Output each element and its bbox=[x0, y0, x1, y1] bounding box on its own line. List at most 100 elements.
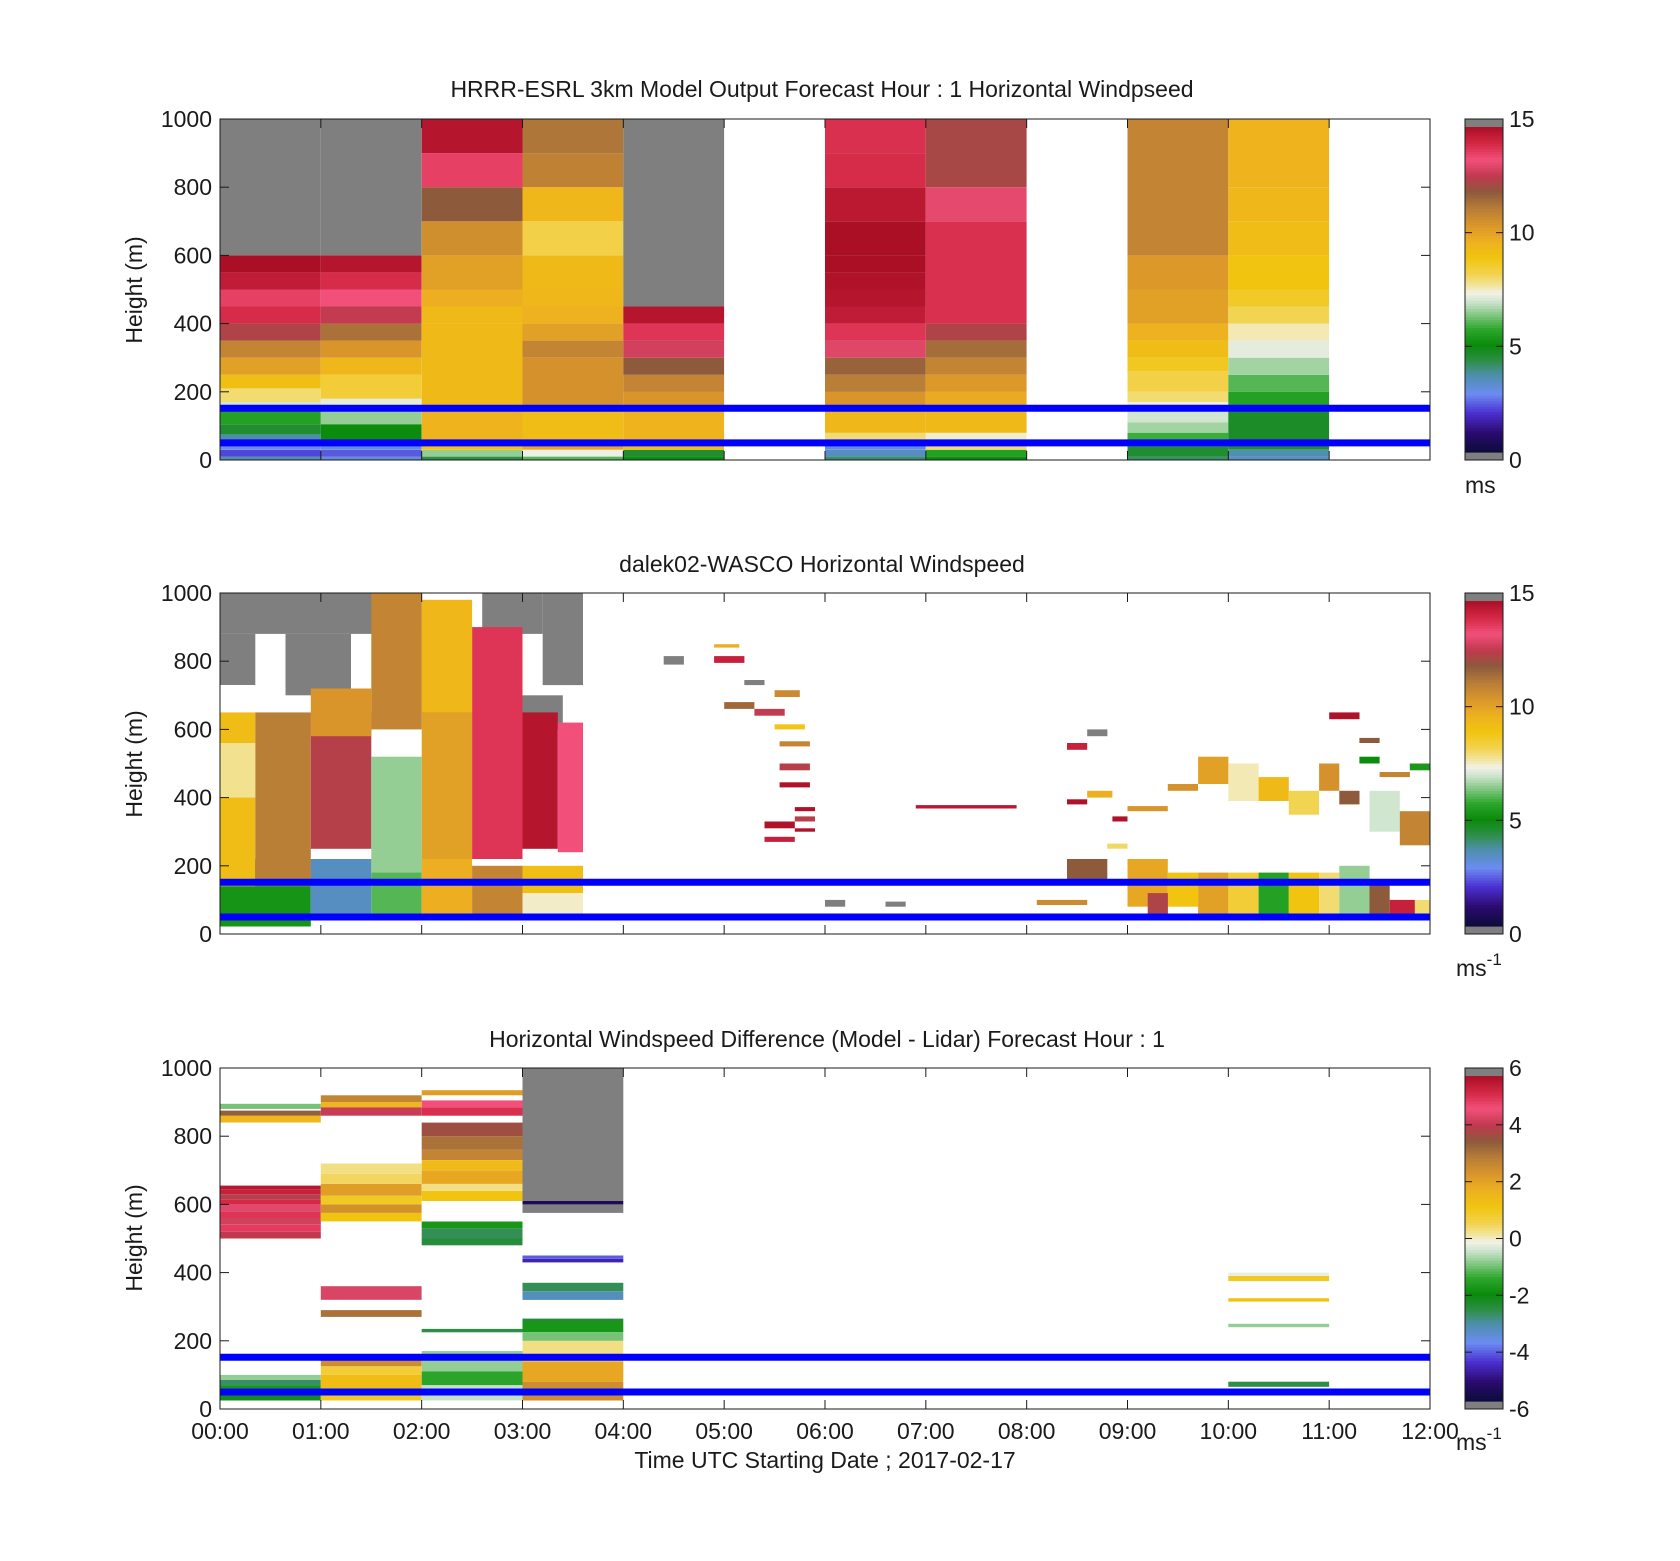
colorbar-swatch bbox=[1465, 690, 1503, 694]
colorbar-swatch bbox=[1465, 915, 1503, 919]
colorbar-swatch bbox=[1465, 679, 1503, 683]
heatmap-cell bbox=[1127, 422, 1229, 433]
colorbar-swatch bbox=[1465, 213, 1503, 217]
heatmap-cell bbox=[825, 456, 926, 460]
colorbar-swatch bbox=[1465, 1262, 1503, 1267]
colorbar-swatch bbox=[1465, 1254, 1503, 1259]
colorbar-swatch bbox=[1465, 755, 1503, 759]
panel-3-unit-exp: -1 bbox=[1487, 1424, 1502, 1443]
colorbar-swatch bbox=[1465, 671, 1503, 675]
colorbar-swatch bbox=[1465, 1157, 1503, 1161]
colorbar-swatch bbox=[1465, 1257, 1503, 1261]
lidar-cell bbox=[1339, 865, 1370, 921]
heatmap-cell bbox=[522, 323, 624, 341]
colorbar-tick-label: 4 bbox=[1509, 1112, 1522, 1138]
colorbar-swatch bbox=[1465, 1214, 1503, 1218]
colorbar-swatch bbox=[1465, 294, 1503, 299]
y-tick-label: 1000 bbox=[161, 1055, 212, 1081]
colorbar-swatch bbox=[1465, 733, 1503, 738]
colorbar-swatch bbox=[1465, 1135, 1503, 1139]
colorbar-swatch bbox=[1465, 1371, 1503, 1375]
heatmap-cell bbox=[421, 306, 523, 324]
colorbar-swatch bbox=[1465, 1230, 1503, 1234]
x-tick-label: 09:00 bbox=[1099, 1418, 1157, 1444]
colorbar-swatch bbox=[1465, 923, 1503, 927]
colorbar-swatch bbox=[1465, 1289, 1503, 1294]
x-tick-label: 05:00 bbox=[695, 1418, 753, 1444]
colorbar-tick-label: 6 bbox=[1509, 1055, 1522, 1081]
colorbar-swatch bbox=[1465, 1170, 1503, 1175]
y-tick-label: 800 bbox=[174, 174, 212, 200]
colorbar-swatch bbox=[1465, 446, 1503, 450]
heatmap-cell bbox=[421, 221, 523, 256]
diff-cell bbox=[1228, 1298, 1330, 1302]
colorbar-swatch bbox=[1465, 1249, 1503, 1253]
heatmap-cell bbox=[320, 119, 422, 256]
diff-cell bbox=[522, 1361, 624, 1382]
diff-cell bbox=[220, 1189, 321, 1195]
heatmap-cell bbox=[1228, 119, 1330, 188]
colorbar-swatch bbox=[1465, 354, 1503, 358]
heatmap-cell bbox=[925, 391, 1027, 409]
colorbar-swatch bbox=[1465, 744, 1503, 748]
lidar-cell bbox=[1127, 806, 1168, 812]
colorbar-swatch bbox=[1465, 823, 1503, 827]
colorbar-swatch bbox=[1465, 135, 1503, 139]
colorbar-swatch bbox=[1465, 259, 1503, 264]
colorbar-swatch bbox=[1465, 1143, 1503, 1148]
colorbar-swatch bbox=[1465, 392, 1503, 396]
colorbar-swatch bbox=[1465, 1233, 1503, 1237]
colorbar-swatch bbox=[1465, 668, 1503, 673]
panel-2-colorbar: 0 5 10 15 bbox=[1464, 580, 1535, 947]
colorbar-swatch bbox=[1465, 741, 1503, 746]
colorbar-swatch bbox=[1465, 240, 1503, 245]
colorbar-swatch bbox=[1465, 1159, 1503, 1164]
colorbar-swatch bbox=[1465, 912, 1503, 916]
lidar-cell bbox=[1087, 790, 1113, 798]
colorbar-swatch bbox=[1465, 1078, 1503, 1083]
diff-cell bbox=[421, 1149, 523, 1160]
colorbar-swatch bbox=[1465, 1300, 1503, 1305]
diff-cell bbox=[220, 1194, 321, 1200]
colorbar-swatch bbox=[1465, 143, 1503, 147]
diff-cell bbox=[220, 1199, 321, 1205]
colorbar-swatch bbox=[1465, 1162, 1503, 1166]
diff-cell bbox=[220, 1392, 321, 1401]
colorbar-swatch bbox=[1465, 720, 1503, 724]
colorbar-swatch bbox=[1465, 219, 1503, 223]
heatmap-cell bbox=[1228, 323, 1330, 341]
colorbar-swatch bbox=[1465, 284, 1503, 288]
x-tick-label: 07:00 bbox=[897, 1418, 955, 1444]
lidar-cell bbox=[472, 627, 523, 859]
colorbar-swatch bbox=[1465, 1154, 1503, 1158]
lidar-cell bbox=[754, 708, 785, 716]
colorbar-swatch bbox=[1465, 701, 1503, 705]
colorbar-swatch bbox=[1465, 601, 1503, 605]
colorbar-swatch bbox=[1465, 449, 1503, 453]
lidar-cell bbox=[1329, 712, 1360, 720]
diff-cell bbox=[220, 1380, 321, 1386]
colorbar-tick-label: -2 bbox=[1509, 1282, 1529, 1308]
heatmap-cell bbox=[623, 357, 725, 375]
colorbar-swatch bbox=[1465, 170, 1503, 174]
colorbar-swatch bbox=[1465, 1168, 1503, 1172]
colorbar-swatch bbox=[1465, 1336, 1503, 1340]
colorbar-swatch bbox=[1465, 687, 1503, 691]
diff-cell bbox=[320, 1310, 422, 1317]
colorbar-swatch bbox=[1465, 395, 1503, 399]
colorbar-swatch bbox=[1465, 1279, 1503, 1283]
colorbar-swatch bbox=[1465, 614, 1503, 618]
colorbar-swatch bbox=[1465, 1127, 1503, 1131]
colorbar-swatch bbox=[1465, 370, 1503, 375]
diff-cell bbox=[320, 1183, 422, 1196]
lidar-cell bbox=[220, 712, 256, 887]
colorbar-swatch bbox=[1465, 427, 1503, 431]
heatmap-cell bbox=[522, 408, 624, 440]
colorbar-tick-label: 0 bbox=[1509, 1226, 1522, 1252]
diff-cell bbox=[522, 1282, 624, 1292]
diff-cell bbox=[522, 1204, 624, 1213]
colorbar-swatch bbox=[1465, 1306, 1503, 1310]
heatmap-cell bbox=[421, 456, 523, 460]
colorbar-swatch bbox=[1465, 422, 1503, 426]
